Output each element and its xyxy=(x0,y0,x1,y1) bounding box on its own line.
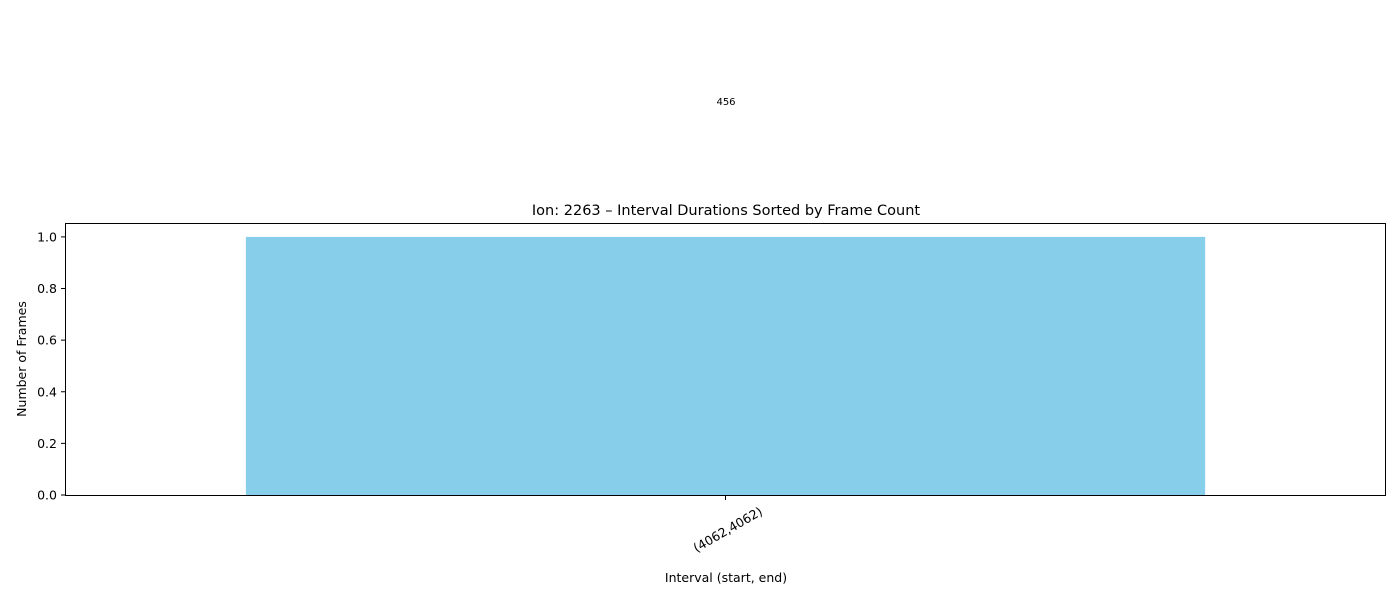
y-tick-label: 0.4 xyxy=(37,384,57,399)
bar xyxy=(245,236,1206,495)
chart-annotation: 456 xyxy=(716,97,735,108)
bars-group xyxy=(245,236,1206,495)
chart-title: Ion: 2263 – Interval Durations Sorted by… xyxy=(532,203,920,219)
x-tick-label: (4062,4062) xyxy=(691,504,765,556)
x-axis-label: Interval (start, end) xyxy=(665,570,787,585)
y-axis: 0.0 0.2 0.4 0.6 0.8 1.0 xyxy=(37,229,66,503)
y-axis-label: Number of Frames xyxy=(14,301,29,417)
y-tick-label: 0.8 xyxy=(37,281,57,296)
y-tick-label: 0.2 xyxy=(37,436,57,451)
y-tick-label: 1.0 xyxy=(37,229,57,244)
x-axis: (4062,4062) xyxy=(691,495,765,555)
y-tick-label: 0.0 xyxy=(37,488,57,503)
y-tick-label: 0.6 xyxy=(37,333,57,348)
